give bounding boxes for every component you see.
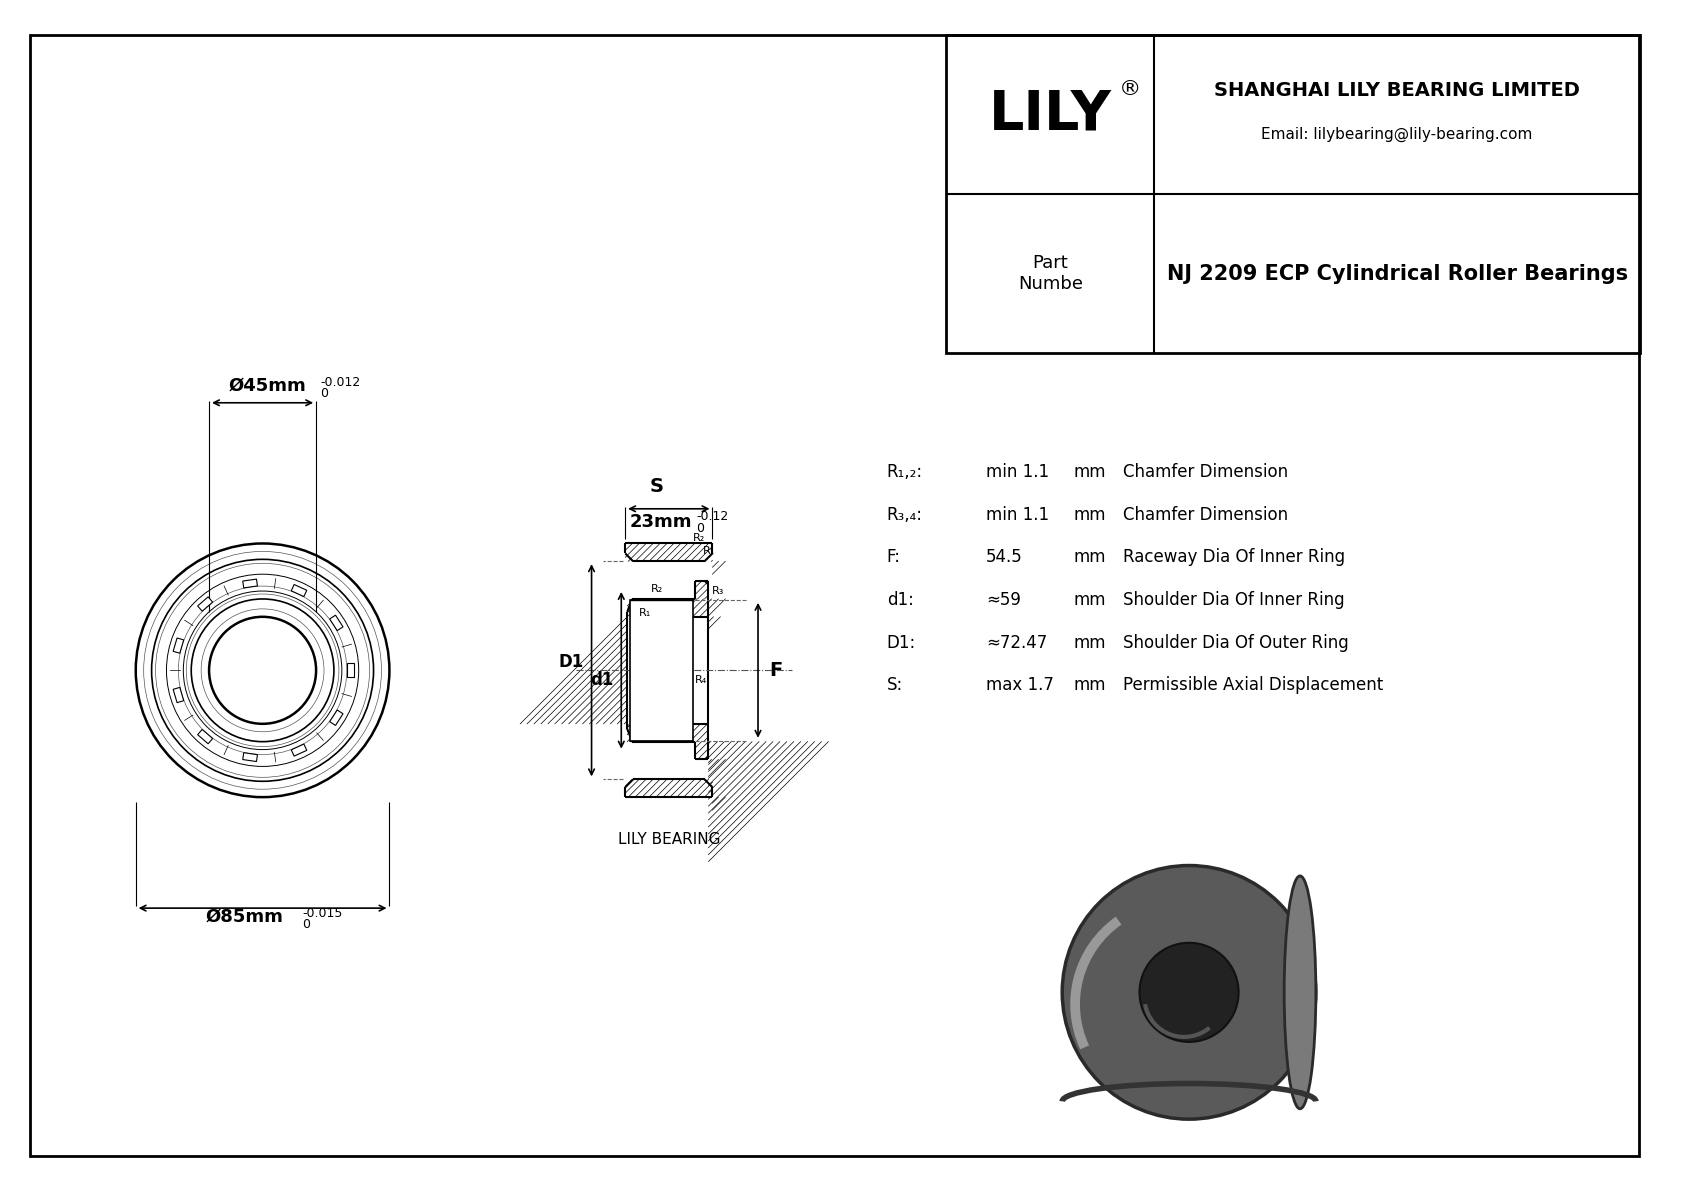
Circle shape [1063,866,1315,1120]
Polygon shape [242,753,258,761]
Text: Shoulder Dia Of Outer Ring: Shoulder Dia Of Outer Ring [1123,634,1349,651]
Text: ®: ® [1118,79,1140,99]
Text: R₄: R₄ [694,675,707,685]
Text: LILY: LILY [989,88,1111,142]
Text: mm: mm [1073,548,1106,567]
Text: max 1.7: max 1.7 [985,676,1054,694]
Text: Raceway Dia Of Inner Ring: Raceway Dia Of Inner Ring [1123,548,1346,567]
Text: -0.012: -0.012 [320,376,360,389]
Text: R₃,₄:: R₃,₄: [887,506,923,524]
Polygon shape [242,579,258,588]
Polygon shape [197,597,212,611]
Polygon shape [173,687,184,703]
Text: mm: mm [1073,634,1106,651]
Text: F: F [770,661,783,680]
Text: 0: 0 [697,522,704,535]
Polygon shape [330,616,344,630]
Text: 54.5: 54.5 [985,548,1022,567]
Polygon shape [347,663,354,678]
Text: min 1.1: min 1.1 [985,463,1049,481]
Text: R₃: R₃ [712,586,724,596]
Bar [630,600,692,741]
Text: Chamfer Dimension: Chamfer Dimension [1123,463,1288,481]
Text: 23mm: 23mm [630,512,692,531]
Text: -0.12: -0.12 [697,510,729,523]
Polygon shape [291,744,306,756]
Text: min 1.1: min 1.1 [985,506,1049,524]
Text: mm: mm [1073,463,1106,481]
Text: Shoulder Dia Of Inner Ring: Shoulder Dia Of Inner Ring [1123,591,1344,609]
Text: 0: 0 [320,387,328,400]
Text: Chamfer Dimension: Chamfer Dimension [1123,506,1288,524]
Text: Ø45mm: Ø45mm [229,376,306,395]
Text: 0: 0 [301,918,310,931]
Text: d1: d1 [589,672,613,690]
Text: mm: mm [1073,676,1106,694]
Text: d1:: d1: [887,591,914,609]
Text: D1:: D1: [887,634,916,651]
Text: R₁: R₁ [638,607,652,618]
Polygon shape [197,729,212,743]
Ellipse shape [1285,875,1315,1109]
Text: -0.015: -0.015 [301,908,342,919]
Text: R₁: R₁ [704,547,716,556]
Text: Ø85mm: Ø85mm [205,908,283,925]
Text: Permissible Axial Displacement: Permissible Axial Displacement [1123,676,1383,694]
Text: mm: mm [1073,506,1106,524]
Text: F:: F: [887,548,901,567]
Text: S:: S: [887,676,903,694]
Text: Part
Numbe: Part Numbe [1017,255,1083,293]
Text: R₂: R₂ [692,532,704,543]
Text: ≈72.47: ≈72.47 [985,634,1047,651]
Text: LILY BEARING: LILY BEARING [618,831,721,847]
Polygon shape [173,638,184,653]
Text: R₁,₂:: R₁,₂: [887,463,923,481]
Text: ≈59: ≈59 [985,591,1021,609]
Text: R₂: R₂ [650,584,663,594]
FancyBboxPatch shape [946,36,1640,354]
Polygon shape [330,710,344,725]
Polygon shape [291,585,306,597]
Text: mm: mm [1073,591,1106,609]
Text: S: S [650,478,663,497]
Circle shape [1140,943,1239,1042]
Text: Email: lilybearing@lily-bearing.com: Email: lilybearing@lily-bearing.com [1261,127,1532,142]
Text: SHANGHAI LILY BEARING LIMITED: SHANGHAI LILY BEARING LIMITED [1214,81,1580,100]
Text: D1: D1 [559,654,584,672]
Text: NJ 2209 ECP Cylindrical Roller Bearings: NJ 2209 ECP Cylindrical Roller Bearings [1167,263,1628,283]
